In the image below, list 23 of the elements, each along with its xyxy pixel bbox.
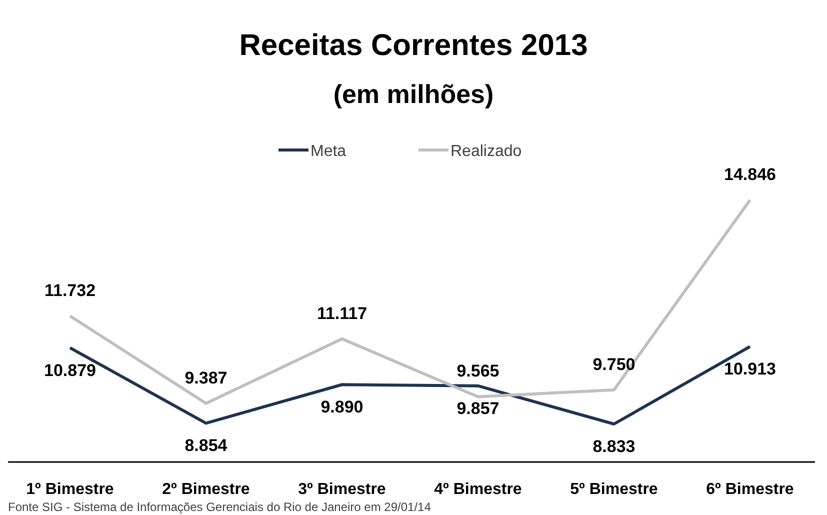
data-label: 9.857 (456, 398, 500, 418)
legend-label: Meta (310, 143, 346, 160)
data-label: 9.890 (320, 398, 364, 417)
source-note: Fonte SIG - Sistema de Informações Gerenciais do Rio de Janeiro em 29/01/14 (8, 500, 432, 514)
data-label: 10.913 (724, 360, 776, 379)
legend-label: Realizado (450, 143, 522, 160)
data-label: 9.565 (456, 362, 500, 381)
x-tick-label: 2º Bimestre (162, 481, 250, 498)
x-tick-label: 1º Bimestre (26, 481, 114, 498)
x-tick-label: 5º Bimestre (570, 481, 658, 498)
data-label: 8.833 (592, 437, 636, 456)
x-tick-label: 6º Bimestre (706, 481, 794, 498)
chart-subtitle: (em milhões) (333, 79, 494, 109)
data-label: 9.387 (184, 368, 228, 388)
data-label: 10.879 (44, 360, 96, 380)
data-label: 11.732 (44, 281, 96, 300)
data-label: 14.846 (724, 165, 776, 184)
x-tick-label: 3º Bimestre (298, 481, 386, 498)
data-label: 8.854 (184, 436, 228, 456)
data-label: 11.117 (316, 304, 368, 323)
data-label: 9.750 (592, 354, 636, 374)
x-tick-label: 4º Bimestre (434, 481, 522, 498)
chart-title: Receitas Correntes 2013 (239, 29, 588, 62)
